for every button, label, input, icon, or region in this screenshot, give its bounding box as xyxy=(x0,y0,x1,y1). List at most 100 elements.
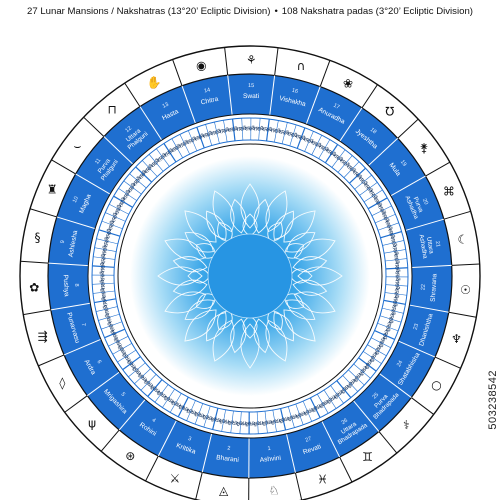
lotus-petal-outer xyxy=(164,291,207,314)
pada-glyph: श xyxy=(278,128,284,136)
header-nakshatra-caption: 27 Lunar Mansions / Nakshatras (13°20’ E… xyxy=(27,6,271,17)
pada-glyph: र xyxy=(159,155,166,162)
header-separator: • xyxy=(274,6,278,17)
pada-glyph: ॐ xyxy=(148,382,158,392)
pada-glyph: श xyxy=(113,209,121,217)
pada-glyph: र xyxy=(359,178,366,185)
pada-glyph: ॐ xyxy=(253,419,259,427)
nakshatra-number: 26 xyxy=(341,418,349,426)
lotus-core xyxy=(207,233,293,319)
hand-icon: ✋ xyxy=(147,75,162,89)
pada-glyph: र xyxy=(103,308,111,313)
pada-tick xyxy=(375,213,396,224)
lotus-petal-inner xyxy=(284,293,305,309)
pada-tick xyxy=(239,411,242,434)
pada-glyph: श xyxy=(244,125,249,132)
pada-glyph: श xyxy=(324,147,332,156)
pada-glyph: श xyxy=(175,400,183,409)
pada-glyph: ॐ xyxy=(99,262,107,269)
pada-tick xyxy=(156,148,170,167)
pada-glyph: र xyxy=(369,192,376,198)
pada-glyph: र xyxy=(359,367,366,374)
pada-glyph: ॐ xyxy=(294,411,302,421)
pada-glyph: र xyxy=(354,373,361,380)
lotus-petal-outer xyxy=(293,291,336,314)
pada-glyph: श xyxy=(185,138,192,146)
band-divider xyxy=(409,304,449,313)
pada-glyph: र xyxy=(146,380,153,387)
pada-tick xyxy=(212,408,219,430)
pada-tick xyxy=(296,127,306,149)
pada-glyph: श xyxy=(154,386,162,395)
pada-glyph: ॐ xyxy=(111,211,121,220)
pada-glyph: र xyxy=(100,257,107,261)
pada-glyph: ॐ xyxy=(291,131,299,140)
pada-glyph: ॐ xyxy=(146,162,156,172)
outer-divider xyxy=(448,311,477,318)
pada-glyph: र xyxy=(298,410,303,418)
pada-glyph: श xyxy=(267,418,273,426)
pada-glyph: र xyxy=(381,331,389,337)
pada-glyph: श xyxy=(135,369,144,377)
pada-tick xyxy=(377,222,399,231)
pada-glyph: ॐ xyxy=(387,232,396,240)
pada-glyph: ॐ xyxy=(112,335,122,344)
band-divider xyxy=(321,420,341,458)
band-divider xyxy=(75,173,111,195)
lotus-petal-mid xyxy=(230,318,247,354)
pada-glyph: श xyxy=(270,127,276,135)
pada-glyph: श xyxy=(125,355,134,363)
pada-glyph: ॐ xyxy=(383,325,393,333)
pada-tick xyxy=(241,118,244,141)
pada-glyph: श xyxy=(259,419,265,426)
pada-tick xyxy=(280,408,287,431)
pada-tick xyxy=(109,204,129,215)
band-divider xyxy=(390,175,426,197)
outer-divider xyxy=(195,472,203,500)
band-divider xyxy=(285,433,296,473)
lotus-petal-inner xyxy=(242,315,258,339)
outer-divider xyxy=(451,263,480,266)
nakshatra-number: 12 xyxy=(124,125,133,134)
pada-glyph: श xyxy=(202,132,209,140)
pada-glyph: श xyxy=(393,287,400,293)
band-divider xyxy=(201,433,213,473)
pada-outer-line xyxy=(113,139,387,413)
lotus-petal-outer xyxy=(184,309,217,342)
pada-glyph: श xyxy=(100,259,107,265)
pada-glyph: श xyxy=(355,370,364,378)
teardrop-icon: ◊ xyxy=(59,376,65,390)
lotus-petal-outer xyxy=(157,266,203,286)
pada-tick xyxy=(264,411,268,434)
band-divider xyxy=(368,137,399,166)
outer-divider xyxy=(378,431,398,454)
pada-tick xyxy=(177,396,189,418)
band-divider xyxy=(139,106,163,141)
pada-glyph: श xyxy=(102,242,110,248)
hammock-icon: ⌣ xyxy=(74,139,82,153)
pada-glyph: र xyxy=(389,307,396,312)
pada-tick xyxy=(221,409,226,432)
pada-glyph: श xyxy=(242,419,247,426)
pada-glyph: र xyxy=(327,149,333,157)
pada-glyph: ॐ xyxy=(351,374,361,384)
pada-glyph: श xyxy=(131,180,140,188)
pada-glyph: ॐ xyxy=(328,149,337,159)
pada-tick xyxy=(92,290,115,294)
lotus-petal-mid xyxy=(172,279,208,296)
pada-tick xyxy=(256,411,259,434)
pada-glyph: र xyxy=(159,390,166,397)
pada-glyph: र xyxy=(166,150,172,157)
pada-glyph: ॐ xyxy=(98,279,106,285)
nakshatra-number: 1 xyxy=(267,446,271,452)
circle-icon: ○ xyxy=(431,378,441,392)
pada-glyph: श xyxy=(183,404,191,412)
pada-glyph: ॐ xyxy=(378,208,388,217)
pada-tick xyxy=(118,188,137,201)
pada-glyph: र xyxy=(257,419,260,426)
pada-glyph: र xyxy=(289,131,294,139)
outer-divider xyxy=(64,395,88,413)
pada-glyph: र xyxy=(115,207,123,213)
